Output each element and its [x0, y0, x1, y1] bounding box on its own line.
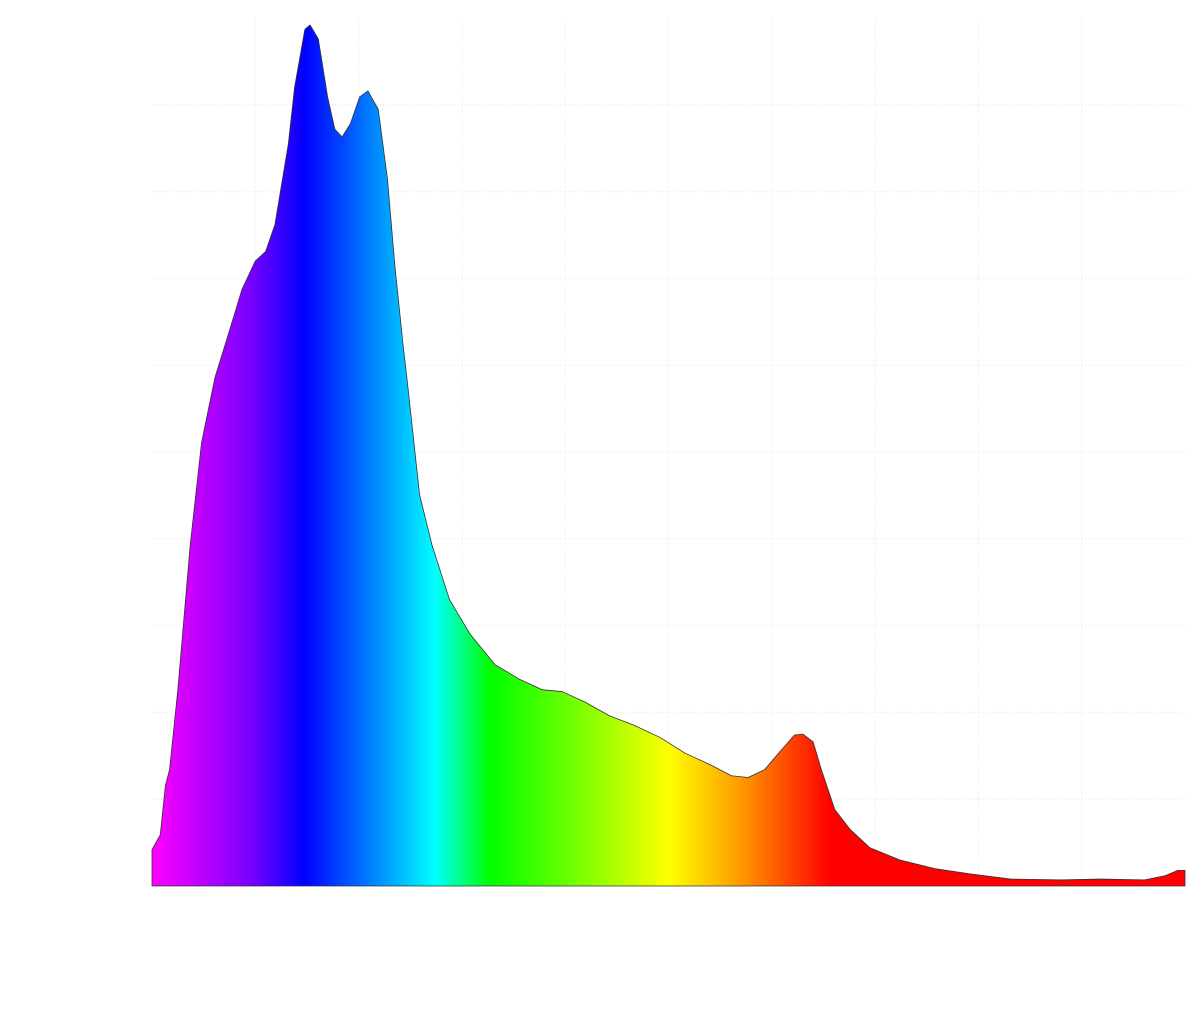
spectrum-area [151, 24, 1186, 887]
